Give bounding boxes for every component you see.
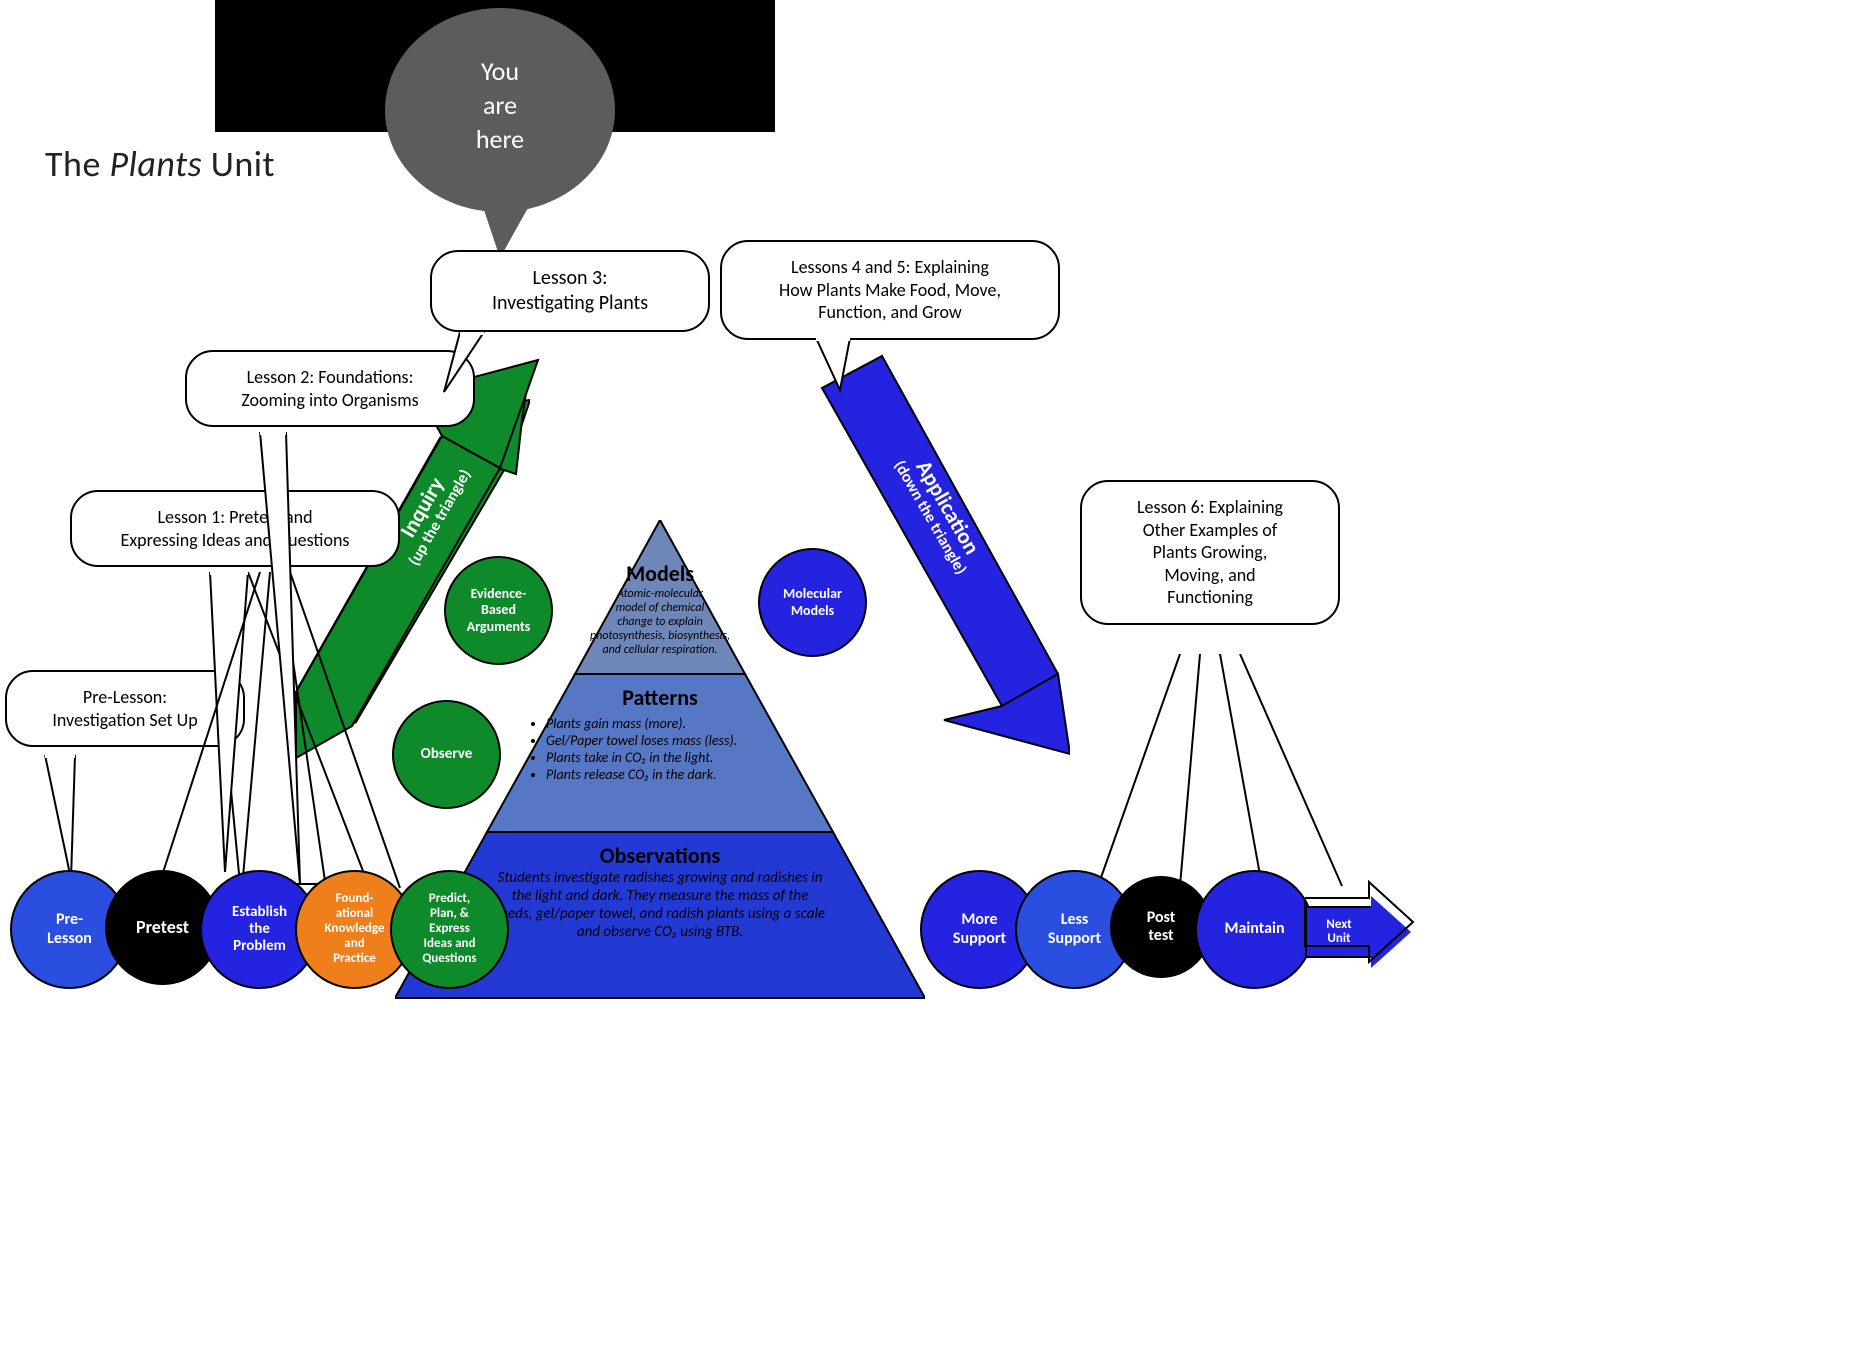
bubble-lesson2: Lesson 2: Foundations: Zooming into Orga…: [185, 350, 475, 427]
pyramid-patterns: Patterns Plants gain mass (more). Gel/Pa…: [500, 684, 820, 783]
bubble-lesson3-tail: [440, 332, 520, 402]
pyramid-models: Models Atomic-molecular model of chemica…: [550, 560, 770, 657]
title-prefix: The: [45, 142, 110, 186]
circle-maintain: Maintain: [1195, 870, 1314, 989]
bubble-pre-lesson-tail: [35, 755, 105, 885]
title-suffix: Unit: [202, 142, 275, 186]
patterns-item: Plants release CO₂ in the dark.: [546, 766, 820, 783]
patterns-item: Plants take in CO₂ in the light.: [546, 749, 820, 766]
diagram-stage: The Plants Unit You are here Inquiry (up…: [0, 0, 1550, 1100]
bubble-lesson6: Lesson 6: Explaining Other Examples of P…: [1080, 480, 1340, 625]
patterns-list: Plants gain mass (more). Gel/Paper towel…: [500, 715, 820, 783]
bubble-lesson2-tail: [230, 432, 350, 892]
bubble-lesson45: Lessons 4 and 5: Explaining How Plants M…: [720, 240, 1060, 340]
bubble-lesson3: Lesson 3: Investigating Plants: [430, 250, 710, 332]
circle-predict: Predict, Plan, & Express Ideas and Quest…: [390, 870, 509, 989]
bubble-lesson6-legs: [1090, 654, 1350, 894]
page-title: The Plants Unit: [45, 142, 275, 186]
evidence-circle: Evidence- Based Arguments: [444, 556, 553, 665]
you-are-here-text: You are here: [400, 55, 600, 156]
molecular-circle: Molecular Models: [758, 548, 867, 657]
next-unit-arrow-outline: [1303, 880, 1415, 964]
obs-title: Observations: [425, 842, 895, 869]
models-body: Atomic-molecular model of chemical chang…: [550, 587, 770, 657]
models-title: Models: [550, 560, 770, 587]
bubble-lesson45-tail: [800, 338, 880, 398]
patterns-item: Plants gain mass (more).: [546, 715, 820, 732]
patterns-title: Patterns: [500, 684, 820, 711]
patterns-item: Gel/Paper towel loses mass (less).: [546, 732, 820, 749]
title-italic: Plants: [110, 142, 203, 186]
